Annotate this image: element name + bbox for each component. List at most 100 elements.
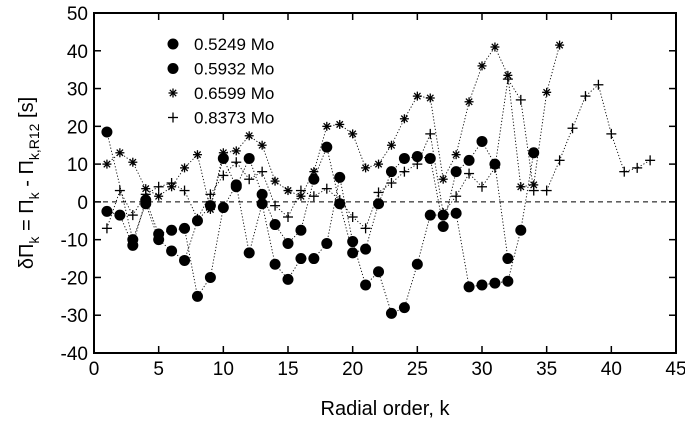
data-point-series-4: [528, 185, 539, 196]
data-point-series-4: [347, 212, 358, 222]
x-tick-label: 0: [89, 359, 100, 380]
data-point-series-4: [645, 155, 656, 166]
data-point-series-3: [283, 186, 293, 196]
data-point-series-3: [412, 91, 422, 101]
data-point-series-1: [321, 237, 333, 249]
data-point-series-2: [295, 224, 307, 236]
data-point-series-3: [205, 204, 215, 214]
data-point-series-1: [334, 171, 346, 183]
data-point-series-2: [424, 152, 436, 164]
data-point-series-4: [502, 74, 513, 85]
data-point-series-3: [374, 159, 384, 169]
x-tick-label: 10: [213, 359, 234, 380]
data-point-series-4: [438, 208, 449, 219]
data-point-series-1: [269, 258, 281, 270]
legend-marker-2: [167, 63, 179, 74]
data-point-series-2: [411, 151, 423, 163]
data-point-series-4: [412, 159, 423, 170]
data-point-series-4: [489, 162, 500, 173]
data-point-series-2: [230, 181, 242, 193]
data-point-series-1: [243, 247, 255, 259]
data-point-series-4: [567, 123, 578, 134]
data-point-series-3: [477, 61, 487, 71]
data-point-series-4: [101, 223, 112, 234]
data-point-series-4: [373, 187, 384, 198]
data-point-series-4: [257, 166, 268, 177]
data-point-series-4: [580, 91, 591, 102]
data-point-series-2: [385, 166, 397, 178]
data-point-series-1: [476, 279, 488, 291]
data-point-series-3: [192, 150, 202, 160]
data-point-series-3: [257, 140, 267, 150]
data-point-series-2: [321, 141, 333, 153]
data-point-series-3: [270, 176, 280, 186]
data-point-series-2: [140, 198, 152, 210]
data-point-series-2: [153, 234, 165, 246]
data-point-series-3: [490, 42, 500, 52]
data-point-series-1: [373, 266, 385, 278]
data-point-series-2: [437, 220, 449, 232]
data-point-series-2: [373, 198, 385, 210]
data-point-series-4: [606, 128, 617, 139]
data-point-series-1: [502, 275, 514, 287]
data-point-series-2: [282, 237, 294, 249]
x-tick-label: 20: [342, 359, 363, 380]
data-point-series-3: [542, 87, 552, 97]
data-point-series-4: [205, 189, 216, 200]
data-point-series-1: [217, 202, 229, 214]
data-point-series-3: [438, 174, 448, 184]
data-point-series-4: [477, 181, 487, 192]
data-point-series-1: [282, 273, 294, 285]
data-point-series-4: [308, 191, 319, 202]
data-point-series-3: [218, 148, 228, 158]
legend-label-2: 0.5932 Mo: [194, 60, 274, 79]
data-point-series-2: [360, 243, 372, 255]
data-point-series-1: [204, 271, 216, 283]
data-point-series-2: [347, 247, 359, 259]
x-tick-label: 25: [407, 359, 428, 380]
data-point-series-4: [321, 183, 332, 194]
data-point-series-3: [425, 93, 435, 103]
data-point-series-3: [335, 119, 345, 129]
x-tick-label: 40: [601, 359, 622, 380]
data-point-series-2: [243, 152, 255, 164]
data-point-series-4: [231, 157, 242, 168]
data-point-series-1: [179, 222, 191, 234]
data-point-series-2: [256, 188, 268, 200]
data-point-series-3: [115, 148, 125, 158]
data-point-series-1: [256, 198, 268, 210]
data-point-series-2: [450, 166, 462, 178]
legend-label-3: 0.6599 Mo: [194, 84, 274, 103]
data-point-series-4: [127, 210, 138, 221]
y-tick-label: -10: [61, 231, 88, 252]
data-point-series-4: [166, 178, 177, 188]
data-point-series-1: [308, 253, 320, 265]
data-point-series-2: [179, 254, 191, 266]
data-point-series-3: [154, 191, 164, 201]
data-point-series-4: [464, 168, 475, 179]
y-tick-label: -30: [61, 306, 88, 327]
data-point-series-1: [398, 302, 410, 314]
legend-marker-3: [168, 88, 178, 98]
data-point-series-4: [244, 174, 255, 185]
data-point-series-3: [386, 140, 396, 150]
data-point-series-4: [541, 185, 552, 196]
data-point-series-4: [515, 94, 526, 105]
y-axis-title: δΠk = Πk - Πk,R12 [s]: [16, 97, 42, 269]
legend-label-1: 0.5249 Mo: [194, 35, 274, 54]
data-point-series-4: [399, 166, 410, 177]
data-point-series-1: [191, 290, 203, 302]
data-point-series-3: [361, 163, 371, 173]
legend-label-4: 0.8373 Mo: [194, 109, 274, 128]
data-point-series-3: [399, 114, 409, 124]
y-tick-label: 50: [67, 4, 88, 25]
y-tick-label: -40: [61, 344, 88, 365]
data-point-series-4: [632, 162, 643, 173]
data-point-series-4: [140, 189, 151, 200]
data-point-series-1: [424, 209, 436, 221]
legend-marker-4: [168, 112, 178, 123]
data-point-series-4: [295, 185, 306, 196]
data-point-series-1: [528, 147, 540, 159]
data-point-series-3: [516, 182, 526, 192]
